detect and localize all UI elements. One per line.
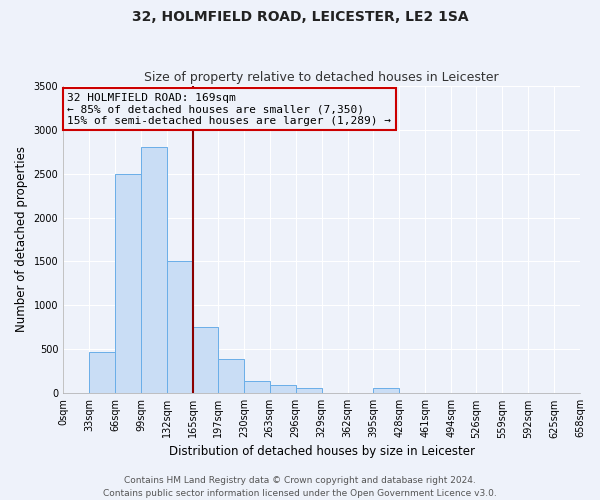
Bar [270,384,296,394]
Bar [218,359,244,394]
Bar [193,328,218,394]
X-axis label: Distribution of detached houses by size in Leicester: Distribution of detached houses by size … [169,444,475,458]
Text: 32, HOLMFIELD ROAD, LEICESTER, LE2 1SA: 32, HOLMFIELD ROAD, LEICESTER, LE2 1SA [131,10,469,24]
Y-axis label: Number of detached properties: Number of detached properties [15,146,28,332]
Bar [141,147,167,394]
Bar [244,380,270,394]
Text: Contains HM Land Registry data © Crown copyright and database right 2024.
Contai: Contains HM Land Registry data © Crown c… [103,476,497,498]
Bar [167,262,193,394]
Bar [89,352,115,394]
Text: 32 HOLMFIELD ROAD: 169sqm
← 85% of detached houses are smaller (7,350)
15% of se: 32 HOLMFIELD ROAD: 169sqm ← 85% of detac… [67,92,391,126]
Title: Size of property relative to detached houses in Leicester: Size of property relative to detached ho… [144,72,499,85]
Bar [115,174,141,394]
Bar [296,388,322,394]
Bar [373,388,400,394]
